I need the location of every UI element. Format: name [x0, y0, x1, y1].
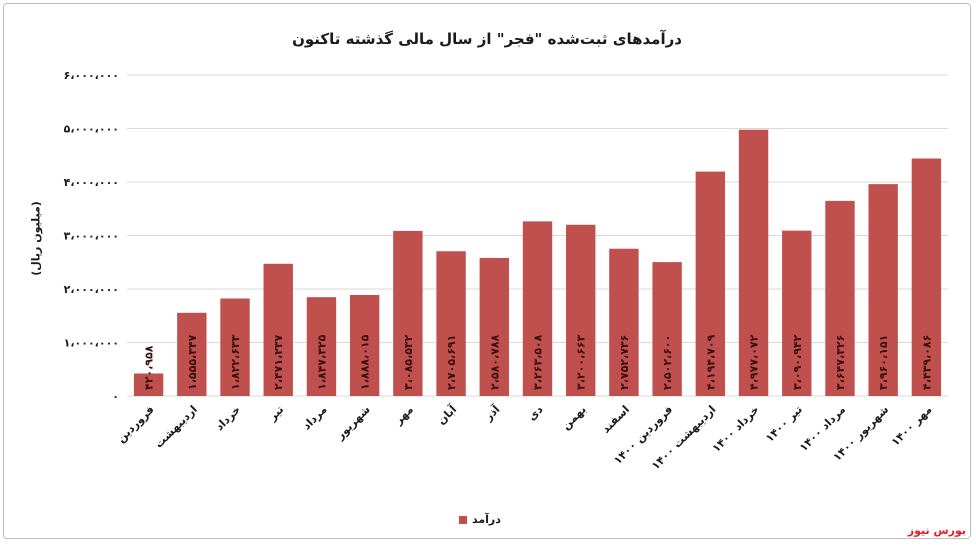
data-label: ۲،۷۵۲،۷۳۶: [618, 335, 631, 390]
x-tick-label: مرداد: [300, 403, 329, 432]
y-tick-label: ۵،۰۰۰،۰۰۰: [64, 123, 119, 136]
bar: [133, 373, 164, 396]
x-tick-label: مهر ۱۴۰۰: [889, 403, 935, 449]
y-tick-label: ۰: [112, 390, 119, 403]
bar: [825, 200, 855, 396]
y-tick-label: ۴،۰۰۰،۰۰۰: [64, 176, 119, 189]
bar: [911, 158, 942, 396]
bar: [263, 263, 293, 396]
x-tick-label: دی: [525, 403, 546, 424]
data-label: ۲،۷۰۵،۶۹۱: [445, 335, 458, 390]
data-label: ۴۲۰،۹۵۸: [143, 345, 156, 390]
data-label: ۱،۸۸۸،۰۱۵: [359, 334, 372, 390]
data-label: ۳،۰۹۰،۹۴۲: [791, 334, 804, 390]
x-tick-label: اسفند: [599, 403, 632, 436]
x-tick-label: مهر: [391, 403, 416, 428]
bar: [566, 224, 596, 396]
x-tick-label: شهریور: [333, 403, 373, 443]
y-tick-label: ۲،۰۰۰،۰۰۰: [64, 283, 119, 296]
data-label: ۱،۵۵۵،۳۴۷: [186, 334, 199, 390]
bar: [479, 257, 509, 396]
x-tick-label: خرداد: [213, 403, 243, 433]
y-tick-label: ۳،۰۰۰،۰۰۰: [64, 230, 119, 243]
data-label: ۱،۸۴۷،۳۲۵: [315, 334, 328, 390]
bar: [695, 171, 726, 396]
y-tick-label: ۱،۰۰۰،۰۰۰: [64, 337, 119, 350]
data-label: ۳،۰۸۵،۵۳۲: [402, 334, 415, 390]
brand-text: بورس نیوز: [907, 524, 966, 537]
data-label: ۲،۴۷۱،۲۳۷: [272, 334, 285, 390]
legend: درآمد: [459, 513, 501, 526]
data-label: ۲،۵۸۰،۷۸۸: [488, 334, 501, 390]
bar: [522, 221, 553, 396]
y-tick-label: ۶،۰۰۰،۰۰۰: [64, 69, 119, 82]
x-tick-label: خرداد ۱۴۰۰: [710, 403, 762, 455]
chart-title: درآمدهای ثبت‌شده "فجر" از سال مالی گذشته…: [292, 30, 682, 48]
data-label: ۴،۴۳۹،۰۸۶: [920, 335, 933, 390]
x-tick-label: آبان: [434, 402, 459, 427]
legend-label: درآمد: [472, 513, 501, 526]
data-label: ۳،۹۶۰،۱۵۱: [877, 335, 890, 390]
data-label: ۲،۵۰۲،۶۰۰: [661, 335, 674, 390]
bar: [609, 248, 639, 396]
bar: [738, 129, 769, 396]
data-label: ۳،۶۴۷،۳۲۶: [834, 335, 847, 390]
data-label: ۴،۱۹۴،۷۰۹: [704, 334, 717, 390]
x-tick-label: اردیبهشت: [152, 403, 200, 451]
x-tick-label: بهمن: [559, 403, 588, 432]
bar: [220, 298, 250, 396]
x-tick-label: تیر: [266, 403, 287, 424]
bar: [652, 262, 682, 396]
data-label: ۳،۲۰۰،۶۶۳: [575, 334, 588, 390]
data-label: ۱،۸۲۲،۶۳۳: [229, 334, 242, 390]
bar: [393, 230, 423, 396]
bar: [782, 230, 812, 396]
data-label: ۴،۹۷۷،۰۷۲: [748, 334, 761, 390]
bar: [436, 251, 466, 396]
bar: [177, 312, 207, 396]
bar: [868, 184, 898, 396]
bar: [349, 294, 380, 396]
x-tick-label: تیر ۱۴۰۰: [763, 403, 805, 445]
data-label: ۳،۲۶۳،۵۰۸: [532, 334, 545, 390]
x-tick-label: آذر: [481, 402, 503, 424]
x-tick-label: فروردین: [114, 403, 156, 445]
bar: [306, 297, 337, 396]
legend-swatch: [459, 515, 467, 524]
